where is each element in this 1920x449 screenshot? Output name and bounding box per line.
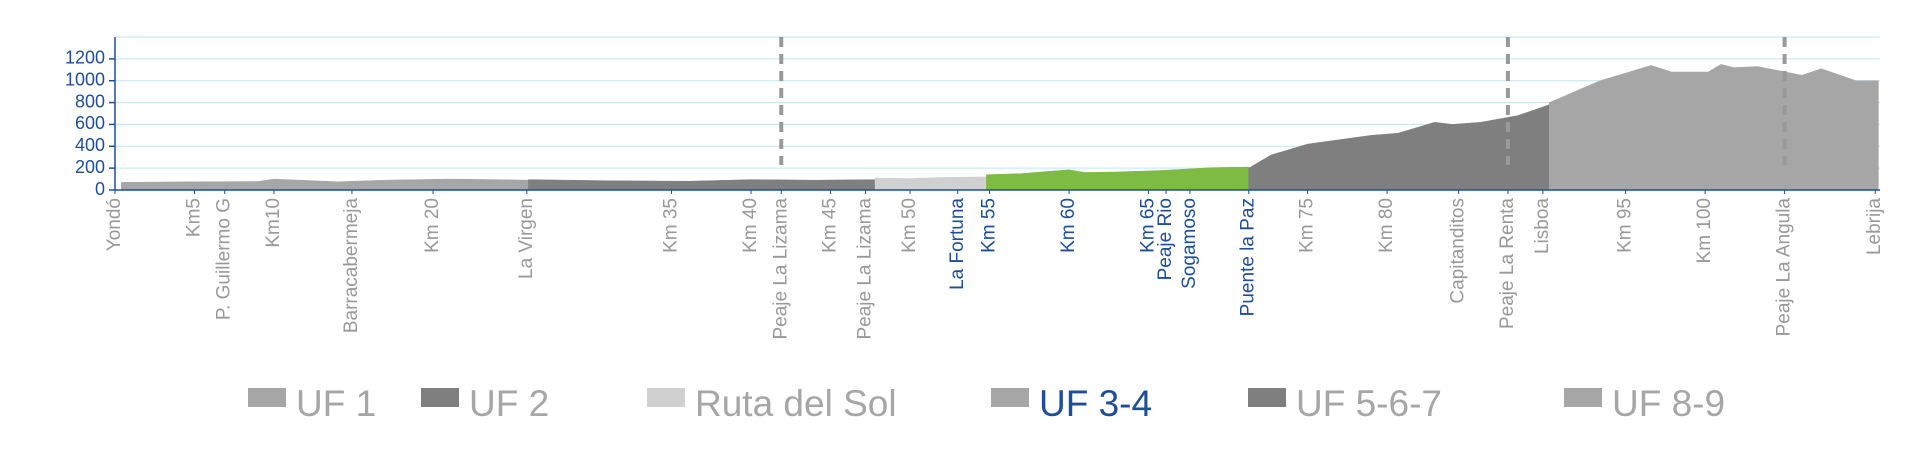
x-tick-label: Km 80 — [1376, 198, 1397, 253]
x-tick-label: Km 65 — [1138, 198, 1159, 253]
x-tick-label: Peaje La Angula — [1774, 198, 1795, 337]
y-tick-label: 600 — [75, 113, 105, 133]
legend-swatch — [647, 388, 685, 407]
legend-label: UF 1 — [296, 383, 376, 424]
y-tick-label: 1000 — [65, 69, 105, 89]
x-tick-label: Puente la Paz — [1238, 198, 1259, 316]
x-tick-label: Km 100 — [1694, 198, 1715, 263]
legend-swatch — [1564, 388, 1602, 407]
x-tick-label: La Virgen — [516, 198, 537, 279]
x-tick-label: Km 50 — [899, 198, 920, 253]
legend-swatch — [1248, 388, 1286, 407]
x-tick-label: Km 55 — [979, 198, 1000, 253]
x-tick-label: Km 60 — [1058, 198, 1079, 253]
x-tick-label: Yondó — [104, 198, 125, 251]
legend-label: UF 2 — [469, 383, 549, 424]
x-tick-label: La Fortuna — [947, 198, 968, 290]
x-tick-label: Peaje La Lizama — [855, 198, 876, 340]
x-tick-label: Km5 — [184, 198, 205, 237]
x-tick-label: Barracabermeja — [341, 198, 362, 334]
x-tick-label: Km 95 — [1615, 198, 1636, 253]
legend-label: Ruta del Sol — [695, 383, 897, 424]
elevation-area — [528, 179, 876, 191]
x-tick-label: Km 40 — [740, 198, 761, 253]
x-tick-label: Peaje Rio — [1155, 198, 1176, 280]
y-tick-label: 400 — [75, 135, 105, 155]
legend-label: UF 3-4 — [1039, 383, 1152, 424]
elevation-area — [986, 166, 1249, 191]
elevation-area — [1248, 104, 1550, 191]
legend-label: UF 8-9 — [1612, 383, 1725, 424]
x-tick-label: Peaje La Lizama — [770, 198, 791, 340]
x-tick-label: Km 75 — [1297, 198, 1318, 253]
legend-swatch — [421, 388, 459, 407]
x-tick-label: Lebrija — [1864, 198, 1885, 255]
legend-swatch — [248, 388, 286, 407]
legend-label: UF 5-6-7 — [1296, 383, 1442, 424]
x-tick-label: Km 45 — [820, 198, 841, 253]
x-tick-label: Km 20 — [422, 198, 443, 253]
x-tick-label: Km 35 — [661, 198, 682, 253]
elevation-area — [121, 178, 529, 191]
legend-swatch — [991, 388, 1029, 407]
x-tick-label: Sogamoso — [1179, 198, 1200, 289]
x-tick-label: Km10 — [263, 198, 284, 248]
y-tick-label: 1200 — [65, 48, 105, 68]
y-tick-label: 800 — [75, 91, 105, 111]
x-tick-label: Capitanditos — [1448, 198, 1469, 304]
y-tick-label: 0 — [95, 179, 105, 199]
x-tick-label: Peaje La Renta — [1497, 198, 1518, 329]
x-tick-label: P. Guillermo G — [214, 198, 235, 320]
elevation-area — [874, 176, 987, 191]
y-tick-label: 200 — [75, 157, 105, 177]
x-tick-label: Lisboa — [1532, 198, 1553, 254]
elevation-area — [1549, 64, 1879, 191]
